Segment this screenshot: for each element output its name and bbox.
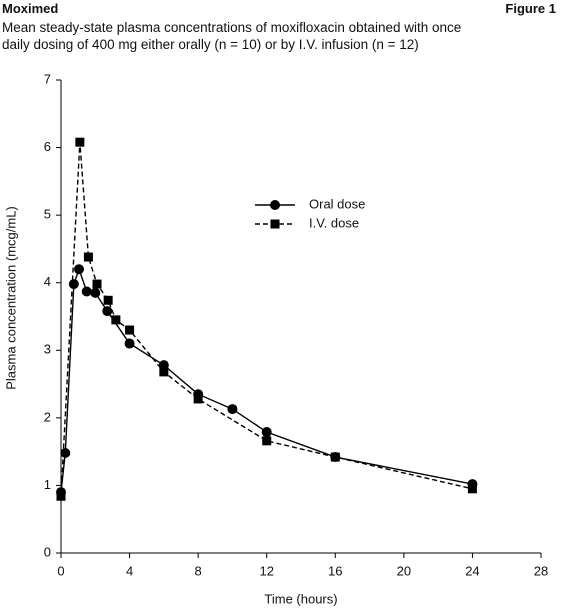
figure-label: Figure 1 xyxy=(505,1,556,16)
x-tick-label: 0 xyxy=(57,563,64,578)
data-point xyxy=(262,436,272,446)
x-tick-label: 28 xyxy=(534,563,548,578)
y-tick-label: 0 xyxy=(44,544,51,559)
legend-marker xyxy=(270,200,280,210)
legend-label: Oral dose xyxy=(309,196,365,211)
data-point xyxy=(83,252,93,262)
data-point xyxy=(159,367,169,377)
data-point xyxy=(125,325,135,335)
x-tick-label: 12 xyxy=(259,563,273,578)
data-point xyxy=(111,315,121,325)
y-axis-label: Plasma concentration (mcg/mL) xyxy=(3,206,18,390)
y-tick-label: 7 xyxy=(44,71,51,86)
data-point xyxy=(68,279,79,290)
data-point xyxy=(56,491,66,501)
y-tick-label: 3 xyxy=(44,342,51,357)
data-point xyxy=(103,295,113,305)
data-point xyxy=(75,137,85,147)
legend-marker xyxy=(270,219,280,229)
y-tick-label: 2 xyxy=(44,409,51,424)
data-point xyxy=(74,264,84,275)
data-point xyxy=(102,306,113,317)
data-point xyxy=(124,338,135,349)
y-tick-label: 1 xyxy=(44,477,51,492)
data-point xyxy=(90,287,101,298)
data-point xyxy=(261,427,272,438)
brand: Moximed xyxy=(2,1,59,16)
x-tick-label: 8 xyxy=(195,563,202,578)
series-line xyxy=(60,142,473,497)
data-point xyxy=(193,394,203,404)
x-axis-label: Time (hours) xyxy=(264,591,337,606)
y-tick-label: 6 xyxy=(44,139,51,154)
data-point xyxy=(81,286,92,297)
data-point xyxy=(92,279,102,289)
legend-label: I.V. dose xyxy=(309,215,359,230)
data-point xyxy=(60,447,71,458)
x-tick-label: 20 xyxy=(397,563,411,578)
x-tick-label: 4 xyxy=(126,563,133,578)
data-point xyxy=(227,404,238,415)
x-tick-label: 16 xyxy=(328,563,342,578)
x-tick-label: 24 xyxy=(465,563,479,578)
y-tick-label: 4 xyxy=(44,274,51,289)
data-point xyxy=(467,484,477,494)
chart-title: Mean steady-state plasma concentrations … xyxy=(2,20,462,52)
y-tick-label: 5 xyxy=(44,207,51,222)
data-point xyxy=(330,452,340,462)
series-line xyxy=(60,267,473,493)
